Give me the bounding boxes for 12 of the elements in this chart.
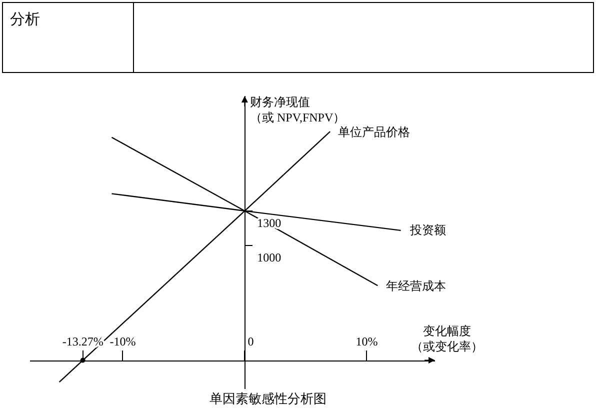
series-label: 年经营成本 [386, 279, 446, 293]
x-tick-label: 10% [356, 334, 378, 348]
text: 单因素敏感性分析图 [210, 390, 327, 406]
series-label: 投资额 [409, 223, 446, 237]
text: 分析 [10, 10, 40, 28]
x-tick-label: -10% [110, 334, 136, 348]
series-label: 单位产品价格 [338, 125, 410, 139]
y-tick-label: 1000 [257, 250, 282, 265]
y-axis-title: 财务净现值（或 NPV,FNPV） [250, 95, 346, 125]
x-axis-title: 变化幅度（或变化率） [411, 324, 483, 354]
x-tick-label: 0 [248, 334, 254, 348]
x-tick-label: -13.27% [62, 334, 104, 348]
